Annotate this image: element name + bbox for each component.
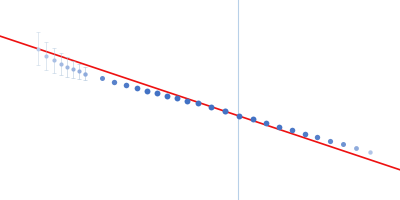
Point bbox=[164, 94, 170, 97]
Point bbox=[263, 122, 270, 125]
Point bbox=[58, 62, 64, 65]
Point bbox=[99, 76, 105, 80]
Point bbox=[184, 99, 190, 102]
Point bbox=[195, 102, 201, 105]
Point bbox=[134, 86, 140, 90]
Point bbox=[314, 136, 320, 139]
Point bbox=[250, 118, 256, 121]
Point bbox=[208, 106, 214, 109]
Point bbox=[64, 65, 70, 69]
Point bbox=[35, 47, 41, 50]
Point bbox=[70, 68, 76, 71]
Point bbox=[43, 54, 49, 57]
Point bbox=[289, 129, 295, 132]
Point bbox=[302, 132, 308, 135]
Point bbox=[327, 139, 333, 142]
Point bbox=[123, 83, 129, 87]
Point bbox=[353, 147, 359, 150]
Point bbox=[222, 110, 228, 113]
Point bbox=[51, 59, 57, 62]
Point bbox=[154, 92, 160, 95]
Point bbox=[76, 70, 82, 73]
Point bbox=[276, 125, 282, 128]
Point bbox=[340, 143, 346, 146]
Point bbox=[367, 151, 373, 154]
Point bbox=[82, 72, 88, 75]
Point bbox=[174, 96, 180, 100]
Point bbox=[111, 80, 117, 83]
Point bbox=[144, 89, 150, 92]
Point bbox=[236, 114, 242, 117]
